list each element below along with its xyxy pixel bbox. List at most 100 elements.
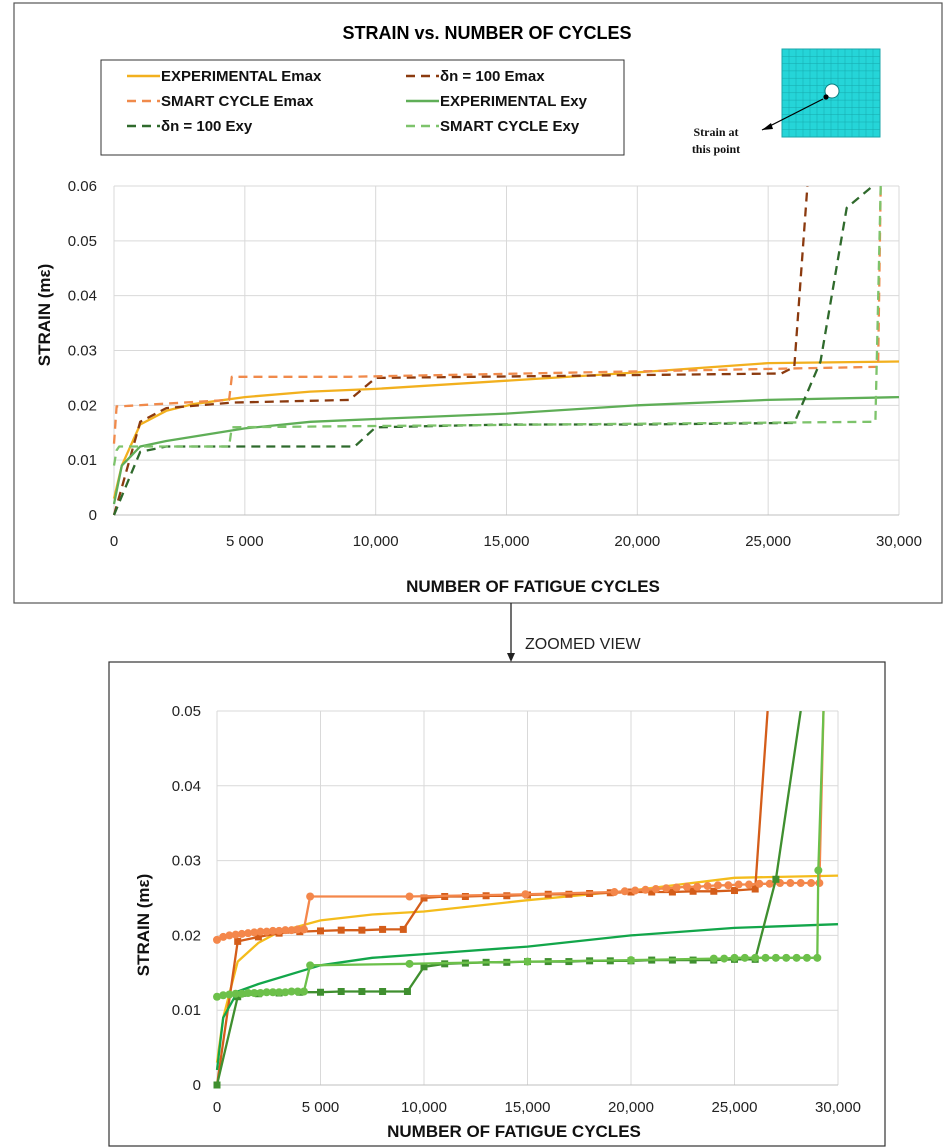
- bottom-point-series-5: [403, 988, 411, 995]
- bottom-point-series-6: [792, 953, 801, 962]
- mesh-inset: Strain at this point: [692, 48, 881, 156]
- bottom-point-series-3: [651, 885, 660, 894]
- bottom-point-series-5: [337, 988, 345, 995]
- strain-note-line2: this point: [692, 142, 740, 156]
- bottom-x-tick-label: 30,000: [815, 1099, 861, 1116]
- bottom-point-series-3: [620, 887, 629, 896]
- top-y-tick-label: 0.05: [68, 233, 97, 250]
- bottom-point-series-3: [672, 883, 681, 892]
- bottom-point-series-3: [631, 886, 640, 895]
- bottom-point-series-2: [358, 926, 366, 934]
- bottom-point-series-2: [420, 894, 428, 902]
- bottom-point-series-6: [814, 866, 823, 875]
- bottom-point-series-6: [730, 953, 739, 962]
- top-plot-area: 0 0.01 0.02 0.03 0.04 0.05 0.06 0 5 000 10,000 15,…: [68, 178, 922, 550]
- top-line-experimental-exy: [112, 395, 900, 505]
- bottom-point-series-6: [813, 953, 822, 962]
- bottom-point-series-2: [648, 888, 656, 896]
- bottom-y-axis-label: STRAIN (mε): [134, 874, 153, 977]
- bottom-point-series-5: [317, 988, 324, 996]
- legend-label-smart-cycle-emax: SMART CYCLE Emax: [161, 93, 314, 110]
- bottom-y-tick-label: 0.03: [172, 853, 201, 870]
- bottom-point-series-2: [751, 885, 759, 893]
- bottom-y-tick-label: 0.05: [172, 703, 201, 720]
- top-x-tick-label: 10,000: [353, 533, 399, 550]
- bottom-point-series-6: [523, 957, 532, 966]
- bottom-point-series-6: [751, 953, 760, 962]
- bottom-point-series-5: [358, 988, 366, 995]
- top-x-tick-label: 20,000: [614, 533, 660, 550]
- bottom-point-series-5: [213, 1081, 221, 1089]
- top-y-tick-label: 0: [89, 507, 97, 524]
- bottom-point-series-3: [250, 928, 259, 937]
- bottom-x-tick-label: 20,000: [608, 1099, 654, 1116]
- legend-label-experimental-emax: EXPERIMENTAL Emax: [161, 68, 322, 85]
- bottom-point-series-3: [237, 929, 246, 938]
- top-y-tick-label: 0.06: [68, 178, 97, 195]
- bottom-point-series-3: [521, 890, 530, 899]
- top-y-tick-label: 0.03: [68, 343, 97, 360]
- bottom-point-series-3: [724, 881, 733, 890]
- bottom-point-series-6: [293, 987, 302, 996]
- bottom-point-series-6: [627, 956, 635, 965]
- bottom-y-tick-label: 0: [193, 1077, 201, 1094]
- bottom-point-series-3: [299, 925, 308, 934]
- bottom-point-series-5: [379, 988, 387, 995]
- bottom-point-series-3: [610, 888, 619, 897]
- bottom-point-series-3: [256, 927, 265, 936]
- bottom-point-series-6: [231, 989, 240, 998]
- strain-pointer-line: [761, 98, 824, 131]
- bottom-point-series-3: [262, 927, 271, 936]
- top-x-tick-label: 0: [110, 533, 118, 550]
- bottom-point-series-3: [225, 931, 234, 940]
- top-y-tick-label: 0.02: [68, 397, 97, 414]
- top-x-axis-label: NUMBER OF FATIGUE CYCLES: [406, 577, 660, 596]
- strain-pointer-arrowhead: [762, 123, 773, 130]
- bottom-point-series-3: [213, 935, 221, 944]
- bottom-point-series-2: [627, 888, 635, 896]
- bottom-point-series-6: [281, 988, 290, 997]
- bottom-point-series-3: [734, 880, 743, 889]
- strain-note-line1: Strain at: [694, 125, 739, 139]
- bottom-point-series-6: [213, 992, 221, 1001]
- bottom-point-series-3: [641, 885, 650, 894]
- bottom-point-series-2: [379, 925, 387, 933]
- bottom-point-series-2: [337, 926, 345, 934]
- legend-label-n-100-exy: δn = 100 Exy: [161, 118, 253, 135]
- bottom-point-series-3: [807, 879, 816, 888]
- top-chart-title: STRAIN vs. NUMBER OF CYCLES: [342, 23, 631, 43]
- bottom-point-series-3: [815, 879, 824, 888]
- bottom-point-series-3: [219, 932, 228, 941]
- bottom-point-series-3: [281, 926, 290, 935]
- bottom-point-series-6: [720, 954, 729, 963]
- mesh-hole: [824, 83, 840, 99]
- bottom-point-series-6: [287, 987, 296, 996]
- bottom-point-series-3: [682, 882, 691, 891]
- bottom-point-series-3: [405, 892, 414, 901]
- bottom-point-series-3: [306, 892, 315, 901]
- bottom-point-series-6: [306, 961, 315, 970]
- bottom-plot-area: 0 0.01 0.02 0.03 0.04 0.05 0 5 000 10,000 15,000 2…: [172, 703, 861, 1116]
- bottom-y-tick-label: 0.04: [172, 778, 201, 795]
- bottom-point-series-2: [668, 888, 676, 896]
- bottom-y-tick-label: 0.01: [172, 1002, 201, 1019]
- top-y-tick-label: 0.01: [68, 452, 97, 469]
- bottom-x-tick-label: 15,000: [505, 1099, 551, 1116]
- bottom-point-series-5: [420, 963, 428, 971]
- bottom-point-series-6: [268, 988, 277, 997]
- top-y-axis-label: STRAIN (mε): [35, 264, 54, 367]
- bottom-point-series-2: [317, 927, 324, 935]
- strain-point-marker: [823, 94, 829, 100]
- legend-label-experimental-exy: EXPERIMENTAL Exy: [440, 93, 588, 110]
- bottom-point-series-2: [399, 925, 407, 933]
- bottom-point-series-6: [761, 953, 770, 962]
- bottom-point-series-5: [772, 875, 780, 883]
- bottom-point-series-6: [244, 988, 253, 997]
- bottom-x-tick-label: 0: [213, 1099, 221, 1116]
- bottom-point-series-3: [703, 882, 712, 891]
- bottom-point-series-6: [250, 988, 259, 997]
- legend-label-smart-cycle-exy: SMART CYCLE Exy: [440, 118, 580, 135]
- bottom-point-series-6: [709, 954, 718, 963]
- top-x-tick-label: 5 000: [226, 533, 264, 550]
- bottom-point-series-6: [262, 988, 271, 997]
